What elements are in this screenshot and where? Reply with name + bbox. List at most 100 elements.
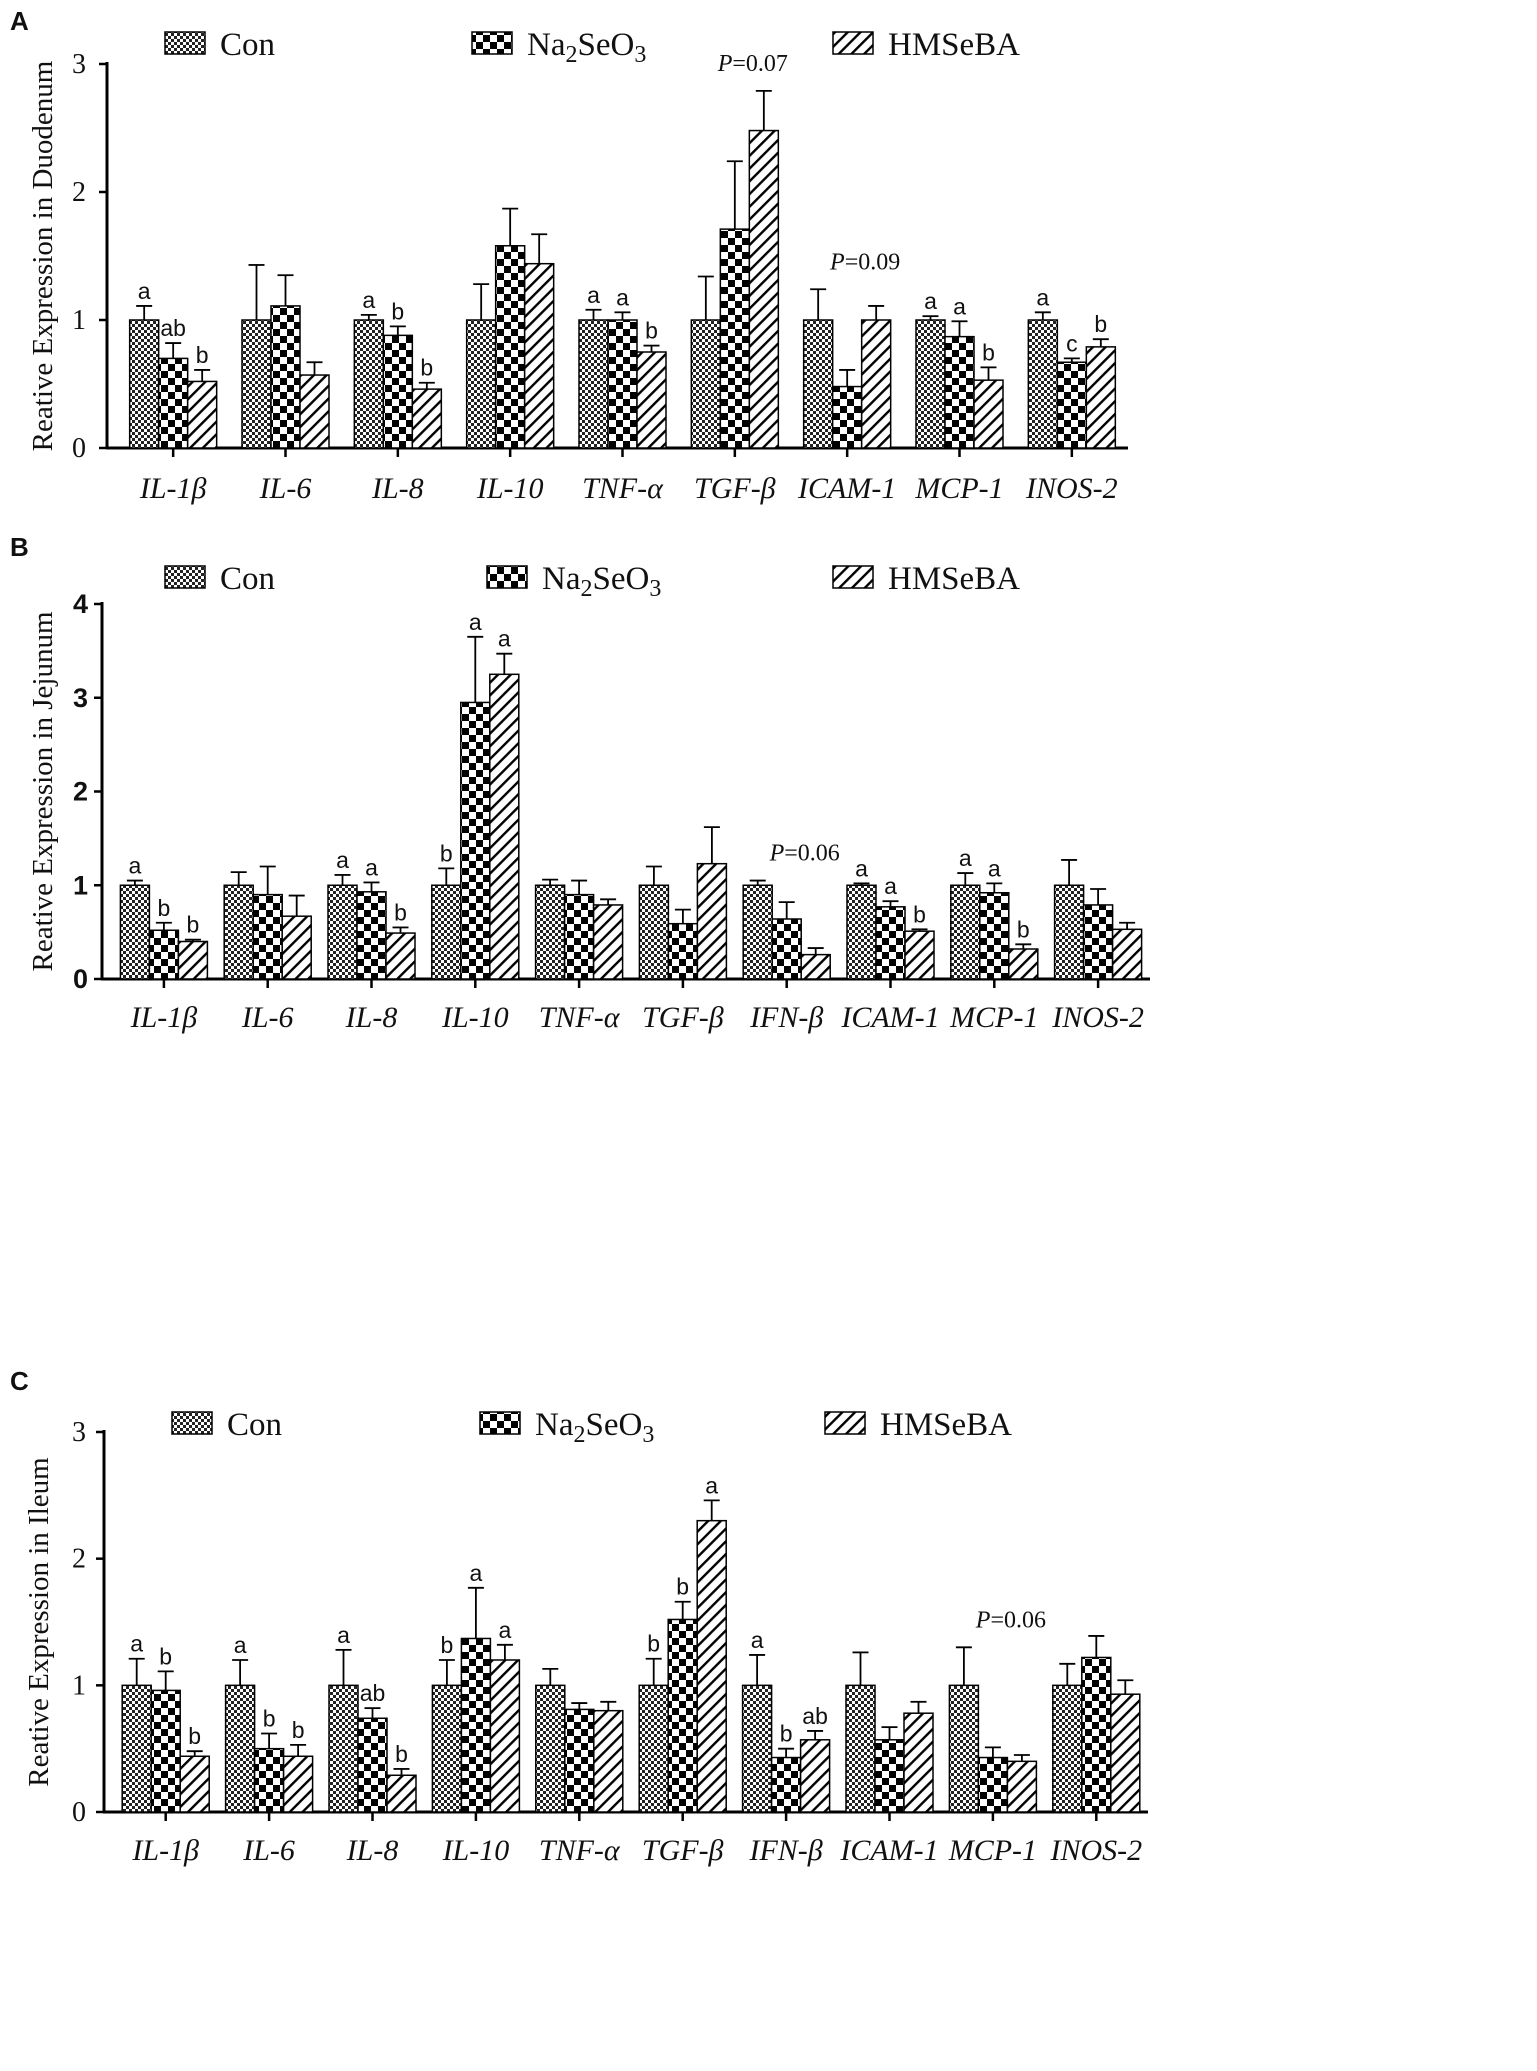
significance-letter: ab — [802, 1703, 828, 1729]
significance-letter: b — [188, 1723, 201, 1749]
bar-na — [667, 922, 699, 980]
bar-hm — [973, 379, 1004, 449]
significance-letter: a — [129, 853, 142, 879]
y-tick-label: 0 — [72, 1797, 86, 1828]
bar-na — [667, 1618, 698, 1813]
significance-letter: b — [158, 895, 171, 921]
bar-na — [875, 906, 906, 980]
bar-hm — [1006, 1760, 1038, 1813]
bar-na — [607, 319, 638, 449]
legend-swatch-hm — [832, 31, 874, 55]
bar-na — [494, 245, 526, 449]
significance-letter: b — [676, 1574, 689, 1600]
significance-letter: b — [982, 339, 995, 365]
bar-hm — [1085, 346, 1117, 449]
bar-hm — [799, 1739, 831, 1813]
bar-na — [1082, 904, 1114, 980]
panels: A Con Na2SeO3 HMSeBA Reative Expression in D… — [10, 6, 1150, 1867]
bar-con — [241, 319, 272, 449]
y-axis-label: Reative Expression in Duodenum — [27, 60, 59, 451]
panel-c: C Con Na2SeO3 HMSeBA Reative Expression in I… — [10, 1366, 1148, 1867]
y-axis-label: Reative Expression in Jejunum — [27, 611, 59, 971]
significance-letter: ab — [360, 1680, 386, 1706]
significance-letter: b — [1094, 311, 1107, 337]
x-tick-label: MCP-1 — [914, 472, 1003, 505]
bar-hm — [903, 1712, 934, 1813]
significance-letter: b — [159, 1643, 172, 1669]
bar-con — [578, 319, 609, 449]
bar-hm — [696, 1519, 727, 1813]
bar-na — [977, 1756, 1009, 1813]
bar-con — [638, 884, 670, 980]
bar-na — [382, 334, 414, 449]
y-tick-label: 4 — [73, 589, 88, 619]
significance-letter: a — [924, 288, 937, 314]
significance-letter: a — [470, 1560, 483, 1586]
legend-swatch-na — [471, 31, 513, 55]
x-tick-label: TGF-β — [642, 1834, 724, 1867]
significance-letter: a — [953, 293, 966, 319]
legend-swatch-con — [164, 31, 206, 55]
significance-letter: b — [292, 1717, 305, 1743]
bar-na — [563, 893, 595, 980]
bar-con — [741, 1684, 773, 1813]
legend-label-hm: HMSeBA — [888, 27, 1020, 63]
significance-letter: a — [469, 609, 482, 635]
bar-na — [270, 305, 301, 449]
significance-letter: b — [196, 342, 209, 368]
x-tick-label: IL-1β — [130, 1001, 198, 1034]
bar-hm — [282, 1755, 314, 1813]
significance-letter: b — [395, 1741, 408, 1767]
x-tick-label: IFN-β — [748, 1834, 822, 1867]
bar-hm — [593, 1709, 624, 1813]
bar-na — [460, 1637, 492, 1813]
bar-hm — [281, 915, 312, 980]
bar-hm — [411, 388, 443, 449]
bar-con — [742, 884, 773, 980]
bar-na — [460, 701, 491, 980]
panel-letter: C — [10, 1366, 29, 1396]
bar-con — [534, 884, 566, 980]
bar-na — [1081, 1656, 1112, 1813]
significance-letter: a — [959, 845, 972, 871]
y-tick-label: 1 — [72, 305, 86, 336]
legend-label-con: Con — [220, 27, 275, 63]
significance-letter: a — [587, 282, 600, 308]
bar-con — [845, 1684, 876, 1813]
significance-letter: a — [234, 1632, 247, 1658]
x-tick-label: IL-8 — [346, 1834, 399, 1867]
bar-con — [223, 884, 254, 980]
bar-hm — [523, 262, 555, 449]
significance-letter: c — [1066, 330, 1078, 356]
legend-label-na: Na2SeO3 — [527, 27, 646, 68]
y-tick-label: 2 — [72, 177, 86, 208]
bar-hm — [186, 380, 218, 449]
bar-na — [771, 918, 802, 980]
significance-letter: b — [441, 1632, 454, 1658]
bar-con — [224, 1684, 256, 1813]
bar-con — [638, 1684, 669, 1813]
significance-letter: b — [1017, 916, 1030, 942]
bar-hm — [800, 953, 831, 980]
bar-hm — [860, 319, 892, 449]
x-tick-label: INOS-2 — [1025, 472, 1118, 505]
significance-letter: a — [499, 1617, 512, 1643]
bar-na — [157, 357, 189, 449]
x-tick-label: IL-8 — [345, 1001, 398, 1034]
bar-hm — [696, 862, 728, 980]
bar-con — [431, 1684, 463, 1813]
significance-letter: a — [616, 284, 629, 310]
bar-hm — [489, 1659, 521, 1813]
x-tick-label: TGF-β — [642, 1001, 724, 1034]
bar-con — [948, 1684, 980, 1813]
y-tick-label: 0 — [72, 433, 86, 464]
y-tick-label: 3 — [72, 49, 86, 80]
bar-na — [150, 1689, 181, 1813]
x-tick-label: ICAM-1 — [797, 472, 896, 505]
bar-hm — [748, 129, 780, 449]
bar-na — [874, 1739, 905, 1813]
x-tick-label: TNF-α — [539, 1001, 621, 1034]
significance-letter: a — [1036, 284, 1049, 310]
significance-letter: a — [365, 854, 378, 880]
x-tick-label: IFN-β — [749, 1001, 823, 1034]
